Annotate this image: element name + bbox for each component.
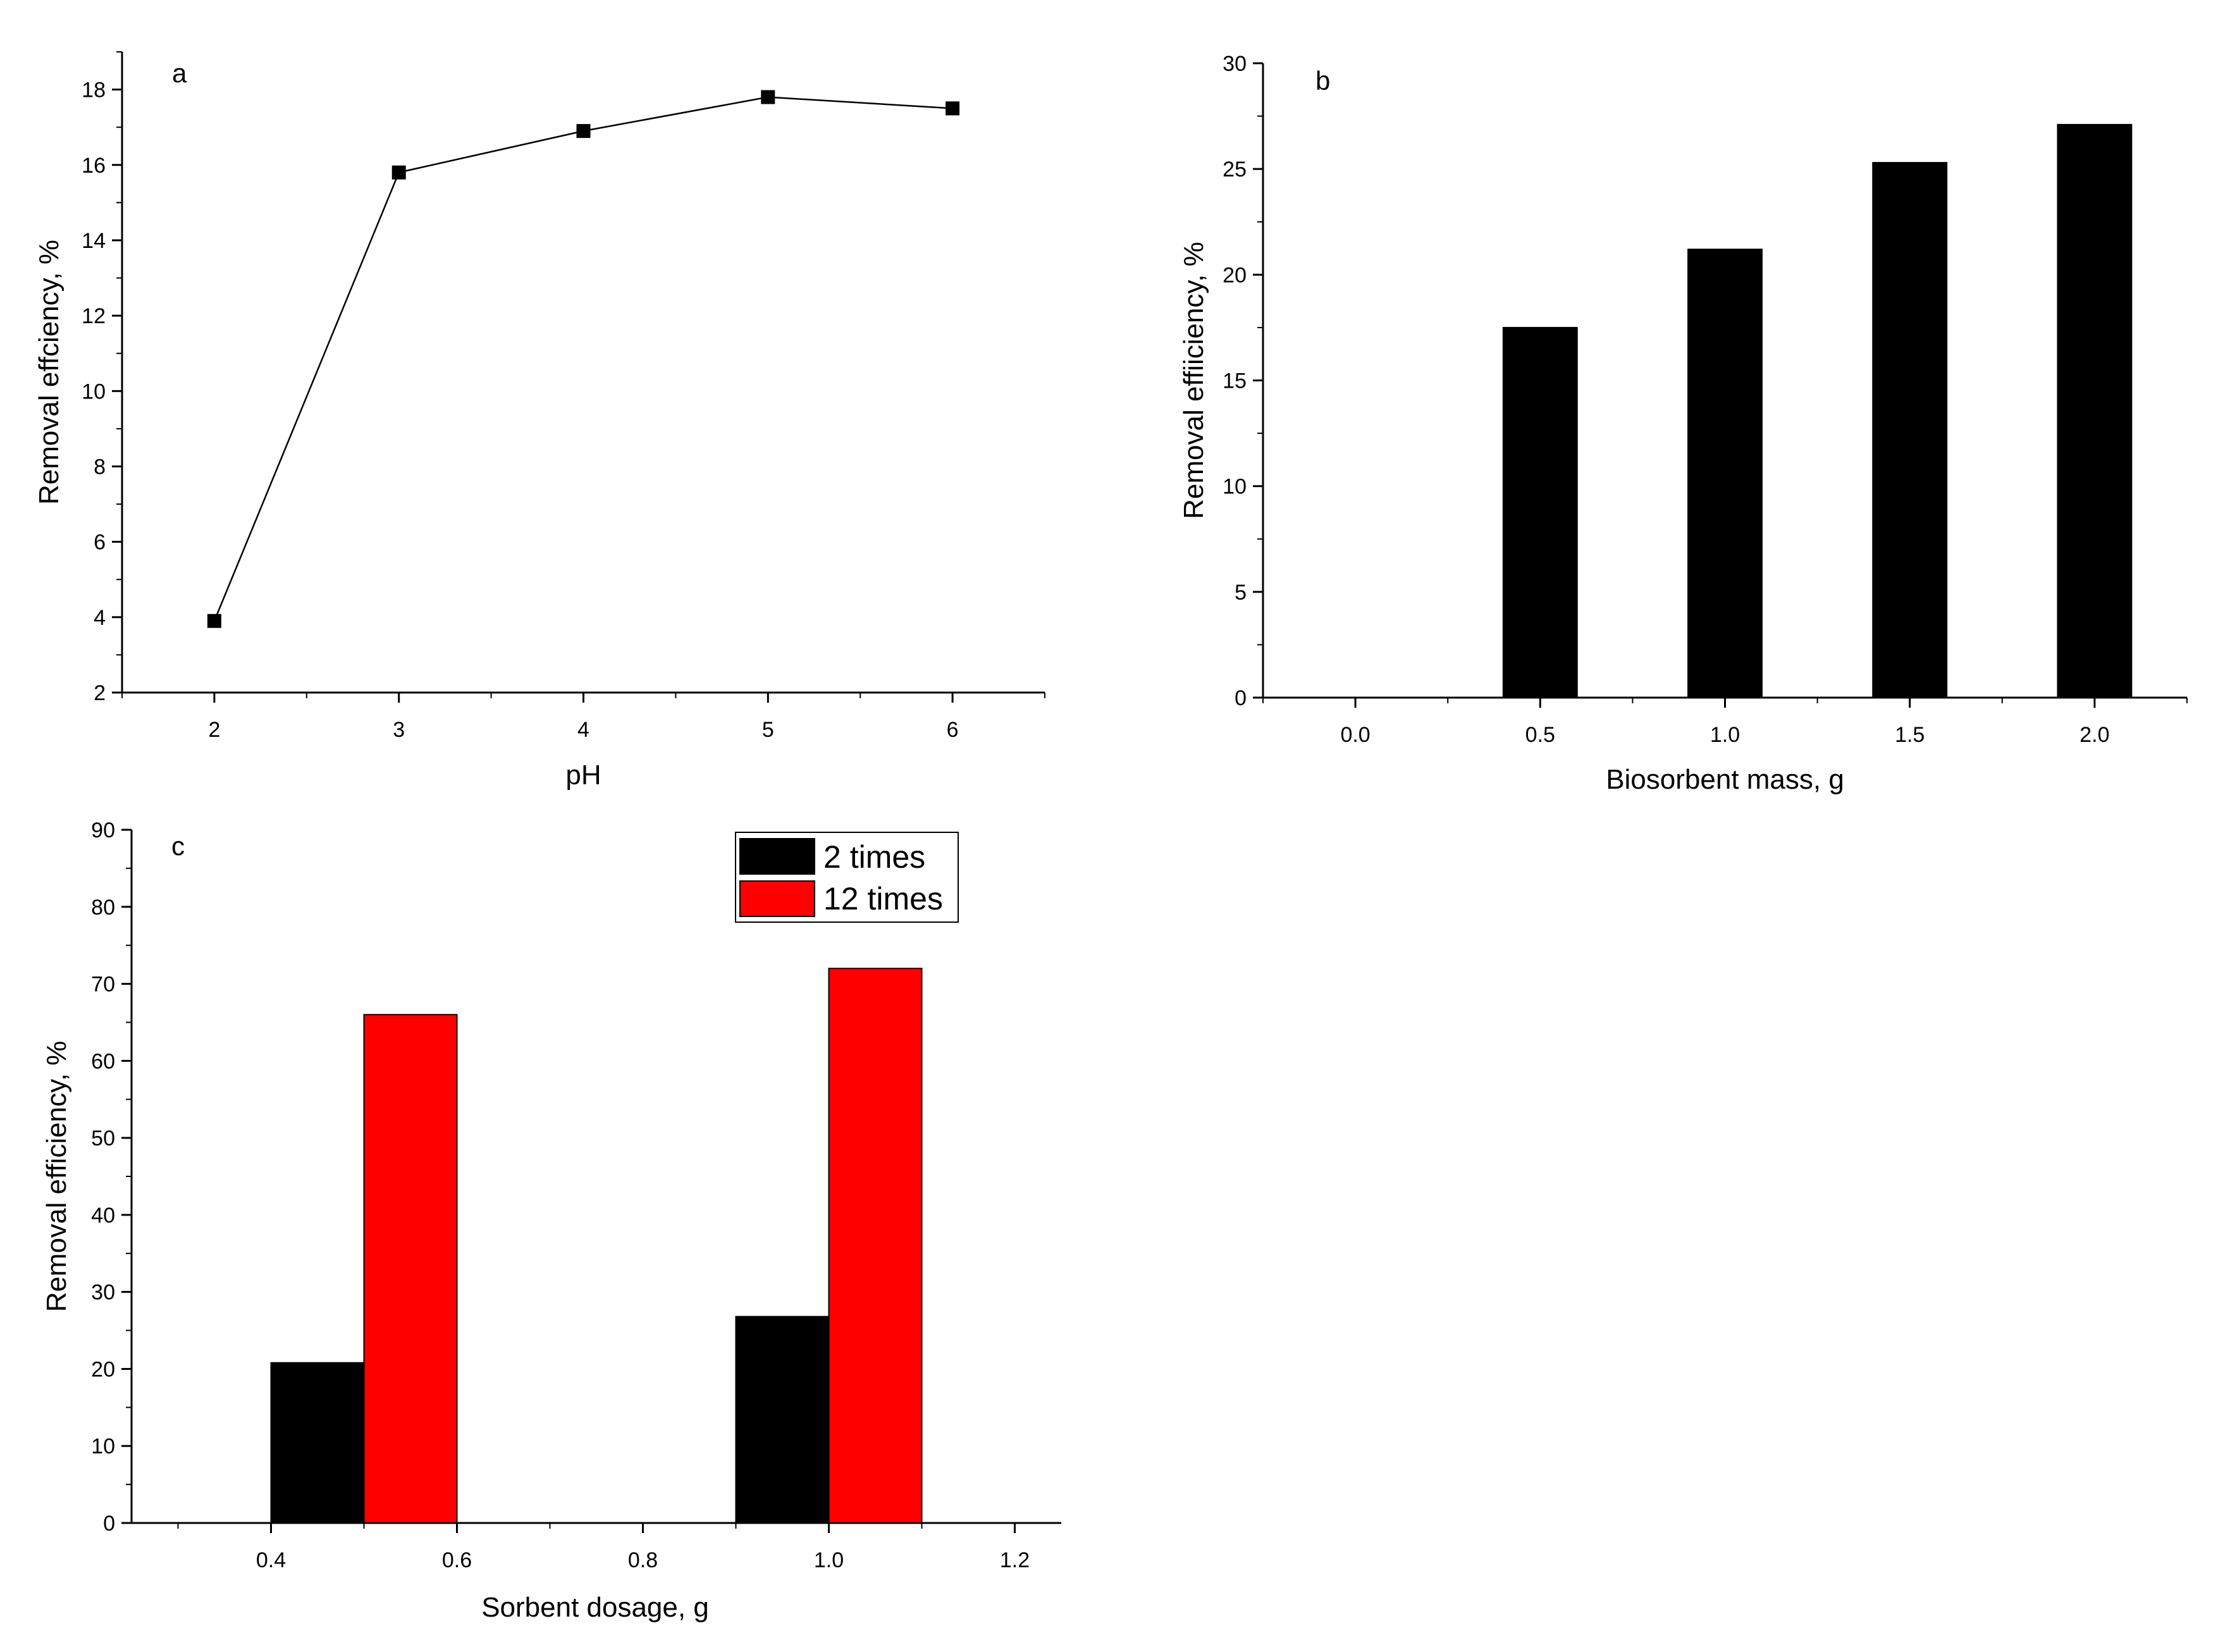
- panel-c-x-tick-label: 0.4: [256, 1548, 286, 1572]
- legend-swatch-2-times: [739, 838, 815, 875]
- panel-c-x-axis-label: Sorbent dosage, g: [481, 1592, 709, 1623]
- panel-c-grouped-bar-chart: c Sorbent dosage, g Removal efficiency, …: [41, 818, 1061, 1623]
- panel-a-y-tick-label: 4: [94, 606, 106, 630]
- panel-a-data-point: [761, 90, 775, 104]
- panel-b-y-tick-label: 15: [1223, 369, 1247, 393]
- panel-c-y-tick-label: 80: [91, 896, 115, 920]
- panel-b-y-tick-label: 20: [1223, 263, 1247, 287]
- panel-c-y-tick-label: 90: [91, 818, 115, 842]
- panel-a-x-tick-label: 5: [762, 718, 774, 742]
- panel-c-x-tick-label: 1.0: [814, 1548, 844, 1572]
- panel-b-bar: [1687, 249, 1763, 699]
- panel-b-x-tick-label: 0.5: [1525, 723, 1555, 747]
- panel-b-y-axis-label: Removal effiiciency, %: [1178, 242, 1209, 519]
- panel-c-y-tick-label: 70: [91, 973, 115, 997]
- panel-b-y-tick-label: 5: [1235, 581, 1247, 605]
- panel-a-x-tick-label: 6: [947, 718, 959, 742]
- panel-b-y-tick-label: 0: [1235, 686, 1247, 710]
- panel-c-x-tick-label: 1.2: [1000, 1548, 1030, 1572]
- panel-c-y-tick-label: 60: [91, 1049, 115, 1073]
- panel-a-y-axis-label: Removal effciency, %: [34, 240, 65, 505]
- panel-a-data-point: [946, 101, 960, 116]
- panel-b-bar: [1872, 162, 1948, 698]
- panel-c-y-tick-label: 0: [103, 1512, 115, 1536]
- panel-a-x-tick-label: 3: [393, 718, 405, 742]
- legend-swatch-12-times: [739, 880, 815, 917]
- panel-c-legend: 2 times 12 times: [735, 832, 959, 923]
- panel-c-bar-12-times: [828, 968, 923, 1524]
- panel-a-y-tick-label: 6: [94, 531, 106, 555]
- panel-b-x-tick-label: 0.0: [1340, 723, 1370, 747]
- panel-c-y-axis-label: Removal efficiency, %: [41, 1041, 72, 1312]
- panel-c-bar-12-times: [363, 1014, 458, 1524]
- panel-a-x-tick-label: 2: [208, 718, 220, 742]
- panel-c-x-tick-label: 0.8: [628, 1548, 658, 1572]
- panel-a-y-tick-label: 10: [82, 379, 106, 404]
- panel-b-x-tick-label: 2.0: [2079, 723, 2109, 747]
- panel-a-y-tick-label: 2: [94, 681, 106, 705]
- panel-a-data-point: [391, 165, 406, 180]
- panel-b-x-tick-label: 1.0: [1710, 723, 1740, 747]
- panel-b-y-tick-label: 10: [1223, 475, 1247, 499]
- panel-a-x-axis-label: pH: [565, 760, 601, 791]
- panel-a-y-tick-label: 16: [82, 154, 106, 178]
- panel-a-y-tick-label: 8: [94, 455, 106, 479]
- panel-c-label: c: [171, 831, 185, 861]
- panel-c-y-tick-label: 50: [91, 1126, 115, 1150]
- panel-b-bar: [1502, 326, 1578, 698]
- panel-c-y-tick-label: 20: [91, 1357, 115, 1381]
- panel-a-label: a: [172, 58, 187, 88]
- panel-b-x-axis-label: Biosorbent mass, g: [1606, 764, 1844, 795]
- panel-a-line-chart: a pH Removal effciency, % 2 3 4 5 6 2 4 6 8 10 12 1…: [34, 51, 1045, 791]
- panel-c-x-tick-label: 0.6: [442, 1548, 472, 1572]
- panel-c-y-tick-label: 40: [91, 1204, 115, 1228]
- panel-c-bar-2-times: [735, 1316, 830, 1524]
- legend-label-2-times: 2 times: [823, 839, 925, 875]
- panel-a-y-tick-label: 12: [82, 304, 106, 328]
- panel-c-bar-2-times: [270, 1362, 365, 1524]
- panel-b-y-tick-label: 30: [1223, 52, 1247, 76]
- panel-b-y-tick-label: 25: [1223, 157, 1247, 182]
- panel-a-data-point: [576, 124, 591, 139]
- panel-b-bar-chart: b Biosorbent mass, g Removal effiiciency…: [1178, 52, 2188, 795]
- panel-b-label: b: [1315, 66, 1330, 96]
- panel-a-y-tick-label: 14: [82, 229, 106, 253]
- panel-a-x-tick-label: 4: [577, 718, 589, 742]
- panel-a-data-point: [207, 613, 221, 628]
- panel-a-y-tick-label: 18: [82, 78, 106, 102]
- panel-b-bar: [2057, 123, 2133, 698]
- legend-label-12-times: 12 times: [823, 881, 943, 916]
- panel-c-y-tick-label: 30: [91, 1281, 115, 1305]
- panel-c-y-tick-label: 10: [91, 1434, 115, 1458]
- panel-b-x-tick-label: 1.5: [1895, 723, 1925, 747]
